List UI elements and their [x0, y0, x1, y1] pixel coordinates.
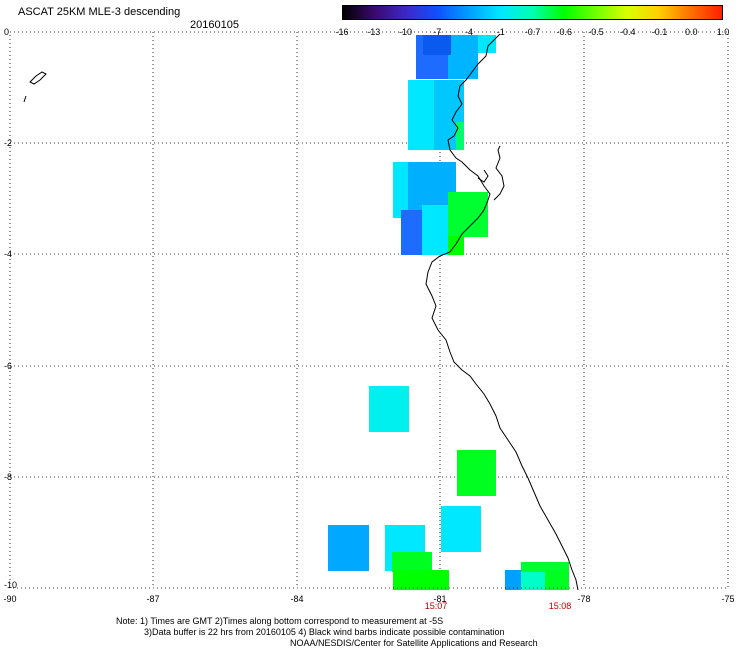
color-scale-label: -0.6 [556, 27, 573, 37]
color-scale-label: -0.4 [619, 27, 636, 37]
y-tick-label: 0 [4, 27, 10, 37]
color-scale-label: -0.5 [588, 27, 604, 37]
color-scale-label: -7 [433, 27, 442, 37]
color-scale-bar [342, 5, 723, 20]
y-tick-label: -4 [4, 249, 13, 259]
x-tick-label: -90 [3, 594, 17, 604]
y-tick-label: -10 [4, 580, 18, 590]
y-tick-label: -8 [4, 472, 13, 482]
color-scale-label: -0.1 [651, 27, 668, 37]
note-line-3: NOAA/NESDIS/Center for Satellite Applica… [290, 638, 538, 648]
x-tick-label: -84 [290, 594, 304, 604]
grid-lines [10, 32, 728, 588]
map-date: 20160105 [190, 19, 239, 31]
y-tick-label: -2 [4, 138, 13, 148]
color-scale-label: -10 [398, 27, 413, 37]
x-tick-label: -81 [433, 594, 447, 604]
x-tick-label: -75 [721, 594, 735, 604]
note-line-1: Note: 1) Times are GMT 2)Times along bot… [116, 616, 444, 626]
plot-border [9, 31, 729, 589]
color-scale-label: -0.7 [524, 27, 541, 37]
color-scale-label: -4 [464, 27, 474, 37]
x-tick-label: -87 [146, 594, 160, 604]
color-scale-label: -1 [496, 27, 505, 37]
y-tick-label: -6 [4, 361, 13, 371]
time-label: 15:07 [424, 601, 448, 611]
coastline [23, 33, 579, 591]
color-scale-label: -13 [367, 27, 381, 37]
map-title: ASCAT 25KM MLE-3 descending [18, 6, 181, 18]
note-line-2: 3)Data buffer is 22 hrs from 20160105 4)… [144, 627, 505, 637]
x-tick-label: -78 [577, 594, 591, 604]
time-label: 15:08 [548, 601, 572, 611]
color-scale-label: 0.0 [684, 27, 698, 37]
data-cells [328, 35, 569, 590]
